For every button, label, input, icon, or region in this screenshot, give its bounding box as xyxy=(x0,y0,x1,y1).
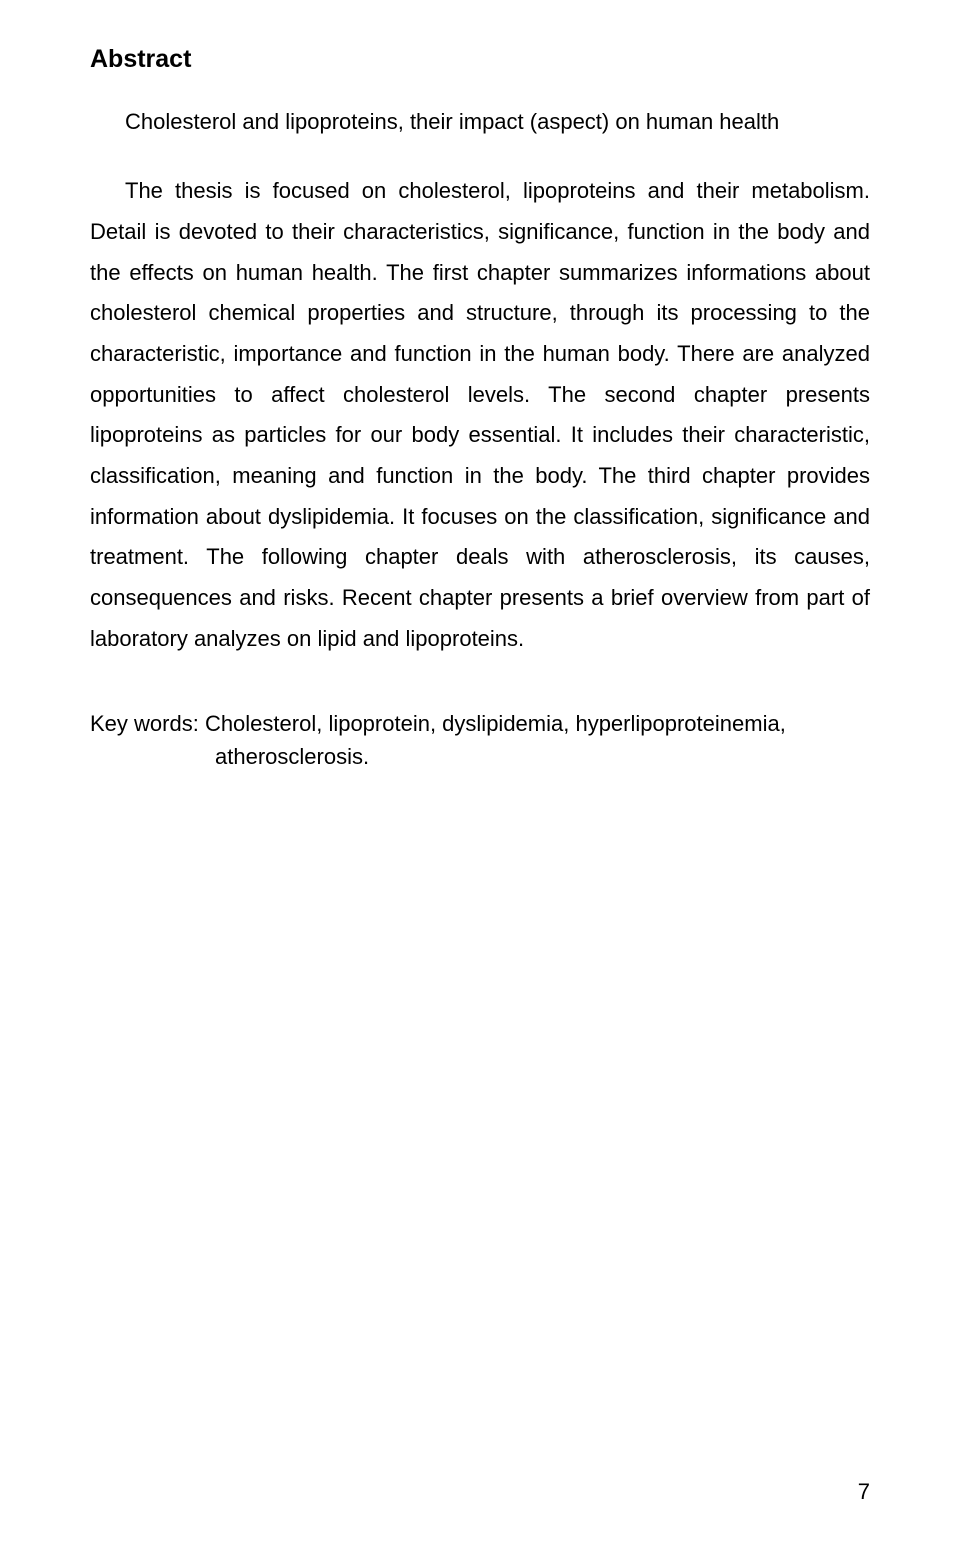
keywords-section: Key words: Cholesterol, lipoprotein, dys… xyxy=(90,707,870,773)
keywords-label: Key words: xyxy=(90,711,205,736)
keywords-line2: atherosclerosis. xyxy=(90,740,870,773)
abstract-subtitle: Cholesterol and lipoproteins, their impa… xyxy=(90,104,870,139)
page-number: 7 xyxy=(858,1479,870,1505)
abstract-body: The thesis is focused on cholesterol, li… xyxy=(90,171,870,659)
keywords-line1: Cholesterol, lipoprotein, dyslipidemia, … xyxy=(205,711,786,736)
abstract-heading: Abstract xyxy=(90,45,870,74)
